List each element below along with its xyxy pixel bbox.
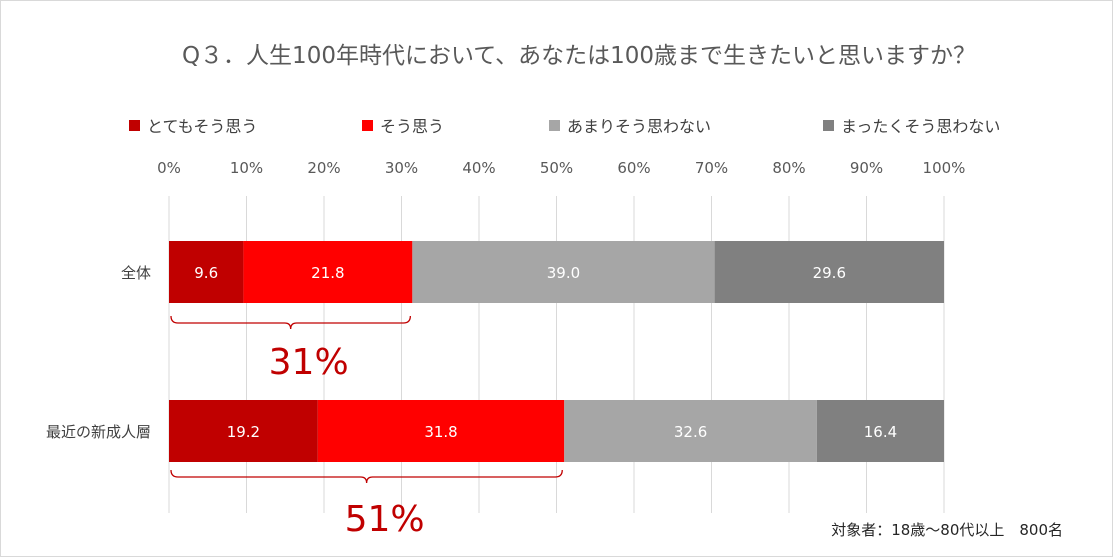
legend-label-2: あまりそう思わない bbox=[567, 117, 711, 136]
bar-0-2 bbox=[412, 241, 715, 303]
legend-label-0: とてもそう思う bbox=[147, 117, 257, 136]
x-tick-label-3: 30% bbox=[385, 159, 418, 177]
legend-swatch-2 bbox=[549, 120, 560, 131]
sum-label-1: 51% bbox=[345, 499, 425, 540]
legend: とてもそう思う そう思う あまりそう思わない まったくそう思わない bbox=[129, 117, 1000, 136]
bar-value-label-1-2: 32.6 bbox=[674, 423, 707, 441]
bracket-0 bbox=[170, 315, 411, 330]
bar-0-3 bbox=[714, 241, 944, 303]
bar-1-0 bbox=[169, 400, 318, 462]
x-tick-label-5: 50% bbox=[540, 159, 573, 177]
x-tick-label-1: 10% bbox=[230, 159, 263, 177]
legend-label-1: そう思う bbox=[380, 117, 444, 136]
bar-value-label-1-1: 31.8 bbox=[424, 423, 457, 441]
bar-1-3 bbox=[816, 400, 944, 462]
bar-1-2 bbox=[564, 400, 817, 462]
bar-value-label-0-0: 9.6 bbox=[194, 264, 218, 282]
x-tick-label-6: 60% bbox=[617, 159, 650, 177]
chart-title: Q３．人生100年時代において、あなたは100歳まで生きたいと思いますか？ bbox=[182, 43, 976, 69]
category-label-1: 最近の新成人層 bbox=[46, 423, 151, 441]
bar-value-label-0-1: 21.8 bbox=[311, 264, 344, 282]
bars: 9.6 21.8 39.0 29.6 19.2 31.8 32.6 16.4 bbox=[169, 241, 944, 462]
x-tick-label-7: 70% bbox=[695, 159, 728, 177]
bar-0-0 bbox=[169, 241, 244, 303]
x-axis-ticks: 0% 10% 20% 30% 40% 50% 60% 70% 80% 90% 100% bbox=[157, 159, 965, 177]
sum-label-0: 31% bbox=[269, 342, 349, 383]
x-tick-label-10: 100% bbox=[923, 159, 966, 177]
bar-value-label-1-3: 16.4 bbox=[864, 423, 897, 441]
bar-value-label-0-3: 29.6 bbox=[813, 264, 846, 282]
legend-swatch-1 bbox=[362, 120, 373, 131]
legend-swatch-3 bbox=[823, 120, 834, 131]
x-tick-label-0: 0% bbox=[157, 159, 181, 177]
bar-0-1 bbox=[243, 241, 413, 303]
x-tick-label-2: 20% bbox=[307, 159, 340, 177]
bracket-1 bbox=[170, 469, 563, 484]
sample-note: 対象者：18歳～80代以上 800名 bbox=[831, 521, 1063, 539]
annotations: 31% 51% bbox=[170, 315, 563, 540]
bar-value-label-1-0: 19.2 bbox=[227, 423, 260, 441]
category-label-0: 全体 bbox=[121, 264, 151, 282]
x-tick-label-8: 80% bbox=[772, 159, 805, 177]
legend-label-3: まったくそう思わない bbox=[841, 117, 1000, 136]
legend-swatch-0 bbox=[129, 120, 140, 131]
bar-value-label-0-2: 39.0 bbox=[547, 264, 580, 282]
x-tick-label-9: 90% bbox=[850, 159, 883, 177]
bar-1-1 bbox=[317, 400, 565, 462]
x-tick-label-4: 40% bbox=[462, 159, 495, 177]
